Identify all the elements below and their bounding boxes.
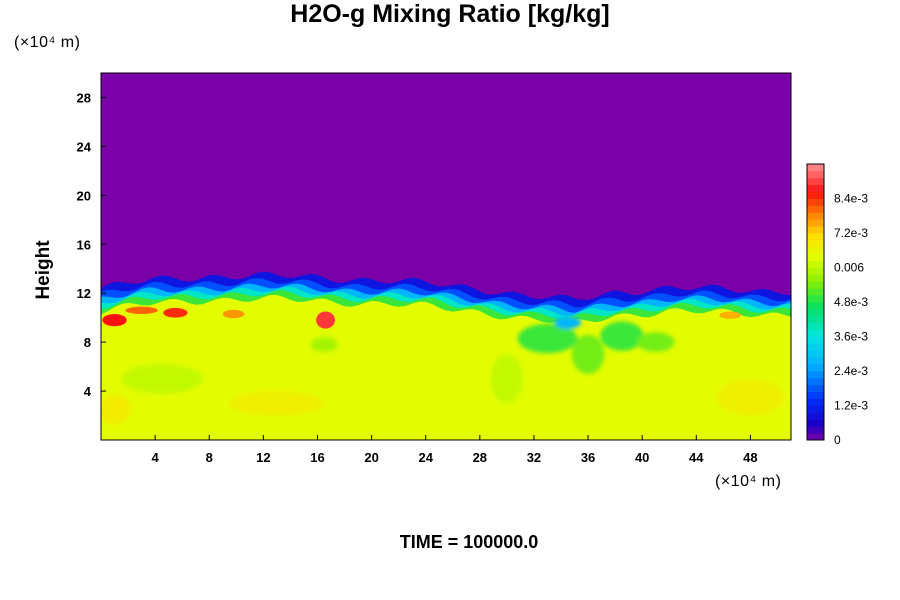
y-tick-label: 20 <box>77 188 91 203</box>
time-label: TIME = 100000.0 <box>399 532 539 552</box>
colorbar-segment <box>807 419 824 427</box>
chart-title: H2O-g Mixing Ratio [kg/kg] <box>290 0 610 28</box>
plume-5 <box>310 337 338 352</box>
plume-0 <box>517 323 578 354</box>
plume-6 <box>121 364 203 394</box>
x-tick-label: 48 <box>743 450 757 465</box>
colorbar-segment <box>807 302 824 310</box>
colorbar-segment <box>807 246 824 255</box>
x-tick-label: 16 <box>310 450 324 465</box>
colorbar-segment <box>807 198 824 206</box>
colorbar-tick-label: 4.8e-3 <box>834 295 868 309</box>
colorbar-segment <box>807 364 824 372</box>
colorbar-tick-label: 7.2e-3 <box>834 226 868 240</box>
field-band-5 <box>101 295 791 440</box>
colorbar-segment <box>807 288 824 296</box>
colorbar-segment <box>807 170 824 179</box>
moist-spot-3 <box>222 309 245 319</box>
y-tick-label: 4 <box>84 384 92 399</box>
plume-2 <box>600 321 644 351</box>
colorbar: 0 1.2e-3 2.4e-3 3.6e-3 4.8e-3 0.006 7.2e-3 8.4e… <box>806 163 868 447</box>
colorbar-segment <box>807 274 824 282</box>
x-tick-label: 32 <box>527 450 541 465</box>
colorbar-segment <box>807 343 824 351</box>
colorbar-segment <box>807 405 824 413</box>
moist-spot-1 <box>163 307 188 318</box>
colorbar-segment <box>807 219 824 227</box>
moist-spot-4 <box>125 306 158 314</box>
y-tick-label: 12 <box>77 286 91 301</box>
plot-frame <box>100 72 792 441</box>
x-tick-label: 24 <box>418 450 433 465</box>
plume-4 <box>554 316 582 329</box>
x-tick-label: 36 <box>581 450 595 465</box>
x-tick-label: 40 <box>635 450 649 465</box>
colorbar-tick-label: 2.4e-3 <box>834 364 868 378</box>
colorbar-segment <box>807 329 824 337</box>
colorbar-segment <box>807 212 824 220</box>
colorbar-segment <box>807 295 824 303</box>
plume-7 <box>490 354 524 404</box>
x-axis-unit: (×10⁴ m) <box>715 473 782 490</box>
plume-1 <box>571 334 605 374</box>
x-tick-label: 44 <box>689 450 704 465</box>
plume-layer <box>101 316 785 425</box>
plume-9 <box>229 391 325 416</box>
colorbar-segment <box>807 398 824 406</box>
colorbar-segment <box>807 226 824 234</box>
colorbar-tick-label: 0 <box>834 433 841 447</box>
colorbar-segment <box>807 433 824 441</box>
colorbar-tick-label: 0.006 <box>834 261 864 275</box>
moist-spot-5 <box>719 311 741 319</box>
colorbar-segment <box>807 205 824 213</box>
colorbar-segment <box>807 177 824 186</box>
colorbar-segment <box>807 357 824 365</box>
colorbar-segment <box>807 384 824 393</box>
x-tick-label: 12 <box>256 450 270 465</box>
x-tick-label: 4 <box>152 450 160 465</box>
colorbar-tick-label: 8.4e-3 <box>834 192 868 206</box>
plume-10 <box>101 394 131 425</box>
colorbar-segment <box>807 253 824 261</box>
y-axis-unit: (×10⁴ m) <box>14 34 81 51</box>
y-tick-label: 24 <box>77 139 92 154</box>
x-tick-label: 28 <box>473 450 487 465</box>
y-tick-label: 8 <box>84 335 91 350</box>
colorbar-segment <box>807 315 824 324</box>
colorbar-segment <box>807 239 824 248</box>
plume-3 <box>636 332 675 352</box>
moist-spot-2 <box>316 311 336 329</box>
colorbar-segment <box>807 191 824 199</box>
x-tick-label: 8 <box>206 450 213 465</box>
colorbar-segment <box>807 377 824 386</box>
colorbar-segment <box>807 281 824 289</box>
colorbar-segment <box>807 412 824 420</box>
mixing-ratio-field <box>101 73 791 440</box>
colorbar-segment <box>807 322 824 330</box>
moist-spot-0 <box>102 313 127 327</box>
y-tick-label: 16 <box>77 237 91 252</box>
colorbar-segment <box>807 308 824 317</box>
colorbar-segment <box>807 184 824 192</box>
colorbar-segment <box>807 267 824 275</box>
colorbar-segment <box>807 260 824 268</box>
colorbar-segment <box>807 164 824 172</box>
plume-8 <box>716 378 785 416</box>
colorbar-segment <box>807 391 824 399</box>
colorbar-segment <box>807 350 824 358</box>
x-tick-label: 20 <box>364 450 378 465</box>
colorbar-tick-label: 3.6e-3 <box>834 330 868 344</box>
colorbar-segment <box>807 426 824 434</box>
colorbar-frame <box>806 163 825 441</box>
colorbar-segment <box>807 336 824 344</box>
colorbar-tick-label: 1.2e-3 <box>834 399 868 413</box>
colorbar-segment <box>807 371 824 379</box>
colorbar-segment <box>807 233 824 241</box>
y-tick-label: 28 <box>77 90 91 105</box>
